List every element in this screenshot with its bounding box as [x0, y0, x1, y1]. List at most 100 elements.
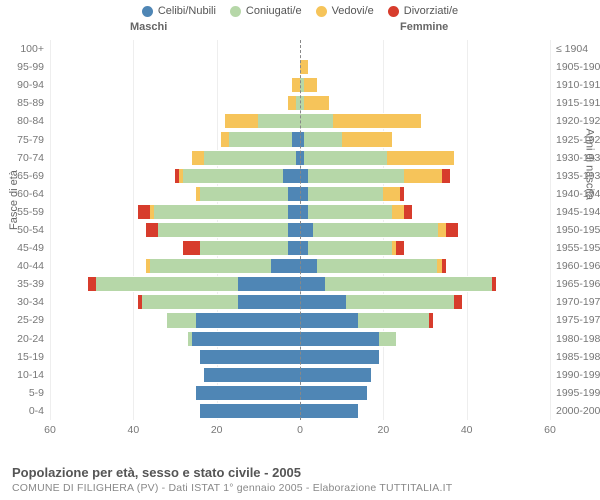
legend-label: Celibi/Nubili	[158, 5, 216, 17]
bar-segment	[288, 186, 301, 202]
bar-segment	[192, 331, 300, 347]
bar-segment	[271, 258, 300, 274]
bar-segment	[138, 204, 151, 220]
year-label: 1990-1994	[556, 370, 600, 381]
age-label: 15-19	[0, 352, 44, 363]
bar-segment	[358, 312, 429, 328]
x-tick: 60	[44, 424, 56, 436]
bar-segment	[238, 294, 301, 310]
age-label: 60-64	[0, 189, 44, 200]
bar-male	[183, 240, 300, 256]
bar-segment	[167, 312, 196, 328]
bar-segment	[308, 240, 391, 256]
bar-female	[300, 403, 358, 419]
age-label: 0-4	[0, 406, 44, 417]
bar-female	[300, 131, 392, 147]
bar-segment	[387, 150, 454, 166]
bar-segment	[204, 367, 300, 383]
bar-segment	[404, 204, 412, 220]
age-label: 35-39	[0, 279, 44, 290]
legend-item: Coniugati/e	[230, 5, 302, 17]
age-label: 55-59	[0, 207, 44, 218]
bar-segment	[308, 168, 404, 184]
x-tick: 60	[544, 424, 556, 436]
bar-segment	[200, 349, 300, 365]
legend-swatch	[388, 6, 399, 17]
legend-label: Divorziati/e	[404, 5, 458, 17]
age-label: 100+	[0, 44, 44, 55]
age-label: 45-49	[0, 243, 44, 254]
bar-male	[196, 186, 300, 202]
bar-segment	[442, 168, 450, 184]
footer: Popolazione per età, sesso e stato civil…	[12, 465, 452, 494]
x-tick: 20	[211, 424, 223, 436]
bar-segment	[288, 95, 296, 111]
label-female: Femmine	[400, 21, 448, 33]
bar-segment	[300, 258, 317, 274]
year-label: 1915-1919	[556, 98, 600, 109]
year-label: 1940-1944	[556, 189, 600, 200]
bar-male	[192, 150, 300, 166]
bar-female	[300, 150, 454, 166]
age-label: 65-69	[0, 171, 44, 182]
bar-segment	[154, 204, 287, 220]
legend-item: Divorziati/e	[388, 5, 458, 17]
year-label: 1950-1954	[556, 225, 600, 236]
bar-segment	[300, 59, 308, 75]
bar-segment	[442, 258, 446, 274]
bar-female	[300, 95, 329, 111]
x-axis: 6040200204060	[50, 420, 550, 440]
label-male: Maschi	[130, 21, 167, 33]
bar-female	[300, 367, 371, 383]
age-label: 70-74	[0, 153, 44, 164]
bar-male	[221, 131, 300, 147]
year-label: 2000-2004	[556, 406, 600, 417]
bar-male	[175, 168, 300, 184]
legend-item: Celibi/Nubili	[142, 5, 216, 17]
bar-female	[300, 349, 379, 365]
bar-male	[204, 367, 300, 383]
bar-male	[288, 95, 300, 111]
bar-segment	[300, 367, 371, 383]
bar-segment	[383, 186, 400, 202]
gender-labels: Maschi Femmine	[0, 21, 600, 37]
bar-segment	[304, 150, 387, 166]
age-label: 95-99	[0, 62, 44, 73]
age-label: 75-79	[0, 135, 44, 146]
legend-swatch	[142, 6, 153, 17]
bar-segment	[317, 258, 438, 274]
bar-segment	[221, 131, 229, 147]
gridline	[550, 40, 551, 420]
bar-female	[300, 113, 421, 129]
bar-segment	[88, 276, 96, 292]
bar-segment	[304, 77, 317, 93]
bar-male	[138, 204, 300, 220]
bar-male	[196, 385, 300, 401]
bar-segment	[400, 186, 404, 202]
bar-segment	[300, 186, 308, 202]
bar-segment	[300, 349, 379, 365]
bar-segment	[404, 168, 442, 184]
bar-segment	[346, 294, 454, 310]
bar-segment	[396, 240, 404, 256]
bar-segment	[333, 113, 421, 129]
bar-segment	[300, 113, 333, 129]
age-label: 20-24	[0, 334, 44, 345]
bar-male	[167, 312, 300, 328]
x-tick: 0	[297, 424, 303, 436]
bar-segment	[196, 312, 300, 328]
bar-segment	[96, 276, 238, 292]
bar-female	[300, 312, 433, 328]
bar-segment	[258, 113, 300, 129]
x-tick: 40	[127, 424, 139, 436]
bar-segment	[392, 204, 405, 220]
bar-male	[225, 113, 300, 129]
bar-segment	[438, 222, 446, 238]
bar-female	[300, 204, 412, 220]
bar-segment	[300, 204, 308, 220]
chart-area: 100+≤ 190495-991905-190990-941910-191485…	[50, 40, 550, 440]
bar-segment	[300, 240, 308, 256]
age-label: 25-29	[0, 315, 44, 326]
age-label: 80-84	[0, 116, 44, 127]
bar-segment	[300, 294, 346, 310]
